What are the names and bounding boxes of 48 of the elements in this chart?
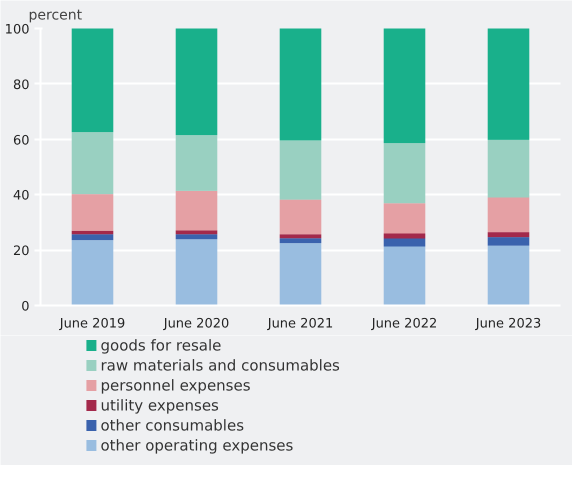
bar xyxy=(384,143,426,204)
legend-label: other operating expenses xyxy=(100,436,294,454)
legend-label: other consumables xyxy=(100,416,244,434)
y-tick-label: 40 xyxy=(12,188,30,204)
bar xyxy=(176,28,218,136)
bar xyxy=(488,232,530,238)
x-tick-label: June 2023 xyxy=(474,316,542,332)
x-tick-label: June 2020 xyxy=(162,316,230,332)
bar xyxy=(72,234,114,240)
bar xyxy=(488,246,530,306)
x-tick-label: June 2019 xyxy=(58,316,126,332)
bar xyxy=(72,132,114,194)
bar xyxy=(176,239,218,306)
bar xyxy=(384,246,426,306)
bar xyxy=(280,238,322,244)
bar xyxy=(72,28,114,132)
legend-label: raw materials and consumables xyxy=(100,356,340,374)
bar xyxy=(384,28,426,144)
y-tick-label: 60 xyxy=(12,133,30,148)
bar xyxy=(488,28,530,140)
bar xyxy=(280,140,322,200)
bar xyxy=(280,200,322,234)
y-axis-title: percent xyxy=(28,8,83,24)
bar xyxy=(176,190,218,230)
bar xyxy=(72,230,114,234)
bar xyxy=(384,233,426,238)
bar xyxy=(280,28,322,140)
y-tick-label: 20 xyxy=(12,244,30,260)
bar xyxy=(384,238,426,246)
y-tick-label: 80 xyxy=(12,78,30,93)
bar xyxy=(488,197,530,232)
bar xyxy=(72,240,114,306)
bar xyxy=(72,194,114,231)
bar xyxy=(280,234,322,238)
legend-label: utility expenses xyxy=(100,396,220,414)
bar xyxy=(176,230,218,234)
bar xyxy=(488,140,530,198)
x-tick-label: June 2022 xyxy=(370,316,438,332)
bar xyxy=(176,234,218,240)
y-tick-label: 0 xyxy=(21,300,30,314)
bar xyxy=(280,243,322,306)
legend-label: personnel expenses xyxy=(100,376,251,394)
bar xyxy=(384,203,426,234)
bar xyxy=(176,135,218,191)
bar xyxy=(488,237,530,246)
legend-label: goods for resale xyxy=(100,336,222,354)
x-tick-label: June 2021 xyxy=(266,316,334,332)
y-tick-label: 100 xyxy=(4,22,30,38)
